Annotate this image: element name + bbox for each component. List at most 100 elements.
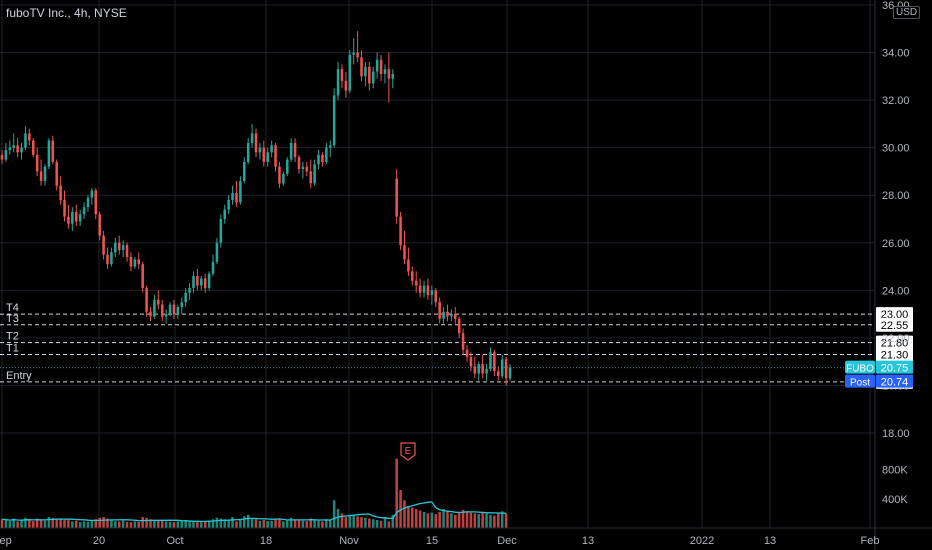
candle-body: [207, 273, 211, 288]
volume-bar: [24, 517, 27, 528]
candle-body: [176, 306, 180, 315]
volume-bar: [493, 515, 496, 528]
candle-body: [157, 299, 160, 305]
volume-bar: [55, 519, 58, 528]
price-tick-label: 28.00: [882, 190, 910, 202]
candles: [0, 31, 512, 386]
candle-body: [98, 214, 101, 236]
candle-body: [117, 242, 121, 250]
candle-body: [55, 161, 58, 186]
volume-bar: [371, 519, 375, 528]
candle-body: [352, 52, 355, 55]
volume-bar: [20, 520, 23, 528]
earnings-marker-label: E: [405, 446, 412, 457]
hline-label-t4: T4: [6, 302, 19, 314]
candle-body: [422, 285, 426, 293]
volume-bar: [446, 510, 449, 528]
volume-bar: [418, 510, 422, 528]
time-tick-label: 13: [764, 535, 776, 547]
price-tick-label: 24.00: [882, 285, 910, 297]
volume-bar: [465, 511, 469, 528]
price-tag-name: FUBO: [846, 364, 874, 375]
volume-bar: [360, 517, 363, 528]
volume-bar: [500, 511, 504, 528]
volume-bar: [344, 517, 348, 528]
hline-price-box: [876, 307, 913, 322]
volume-bar: [63, 519, 66, 528]
candle-body: [434, 290, 438, 303]
price-axis: 36.0034.0032.0030.0028.0026.0024.0022.00…: [874, 0, 910, 550]
volume-bar: [469, 512, 473, 528]
candle-body: [379, 59, 383, 74]
price-tag-value-box: [876, 374, 913, 388]
candle-body: [153, 299, 156, 317]
volume-bar: [485, 513, 488, 528]
candle-body: [430, 290, 434, 296]
candle-body: [215, 242, 219, 262]
volume-bar: [414, 509, 418, 528]
volume-bar: [4, 519, 8, 528]
volume-bar: [457, 511, 461, 528]
candle-body: [457, 318, 461, 334]
candle-body: [278, 166, 281, 184]
candle-body: [160, 304, 164, 317]
volume-bar: [188, 521, 191, 528]
volume-bar: [497, 512, 500, 528]
volume-bar: [149, 519, 152, 528]
candle-body: [137, 259, 141, 265]
candle-body: [74, 211, 78, 222]
volume-bar: [219, 518, 223, 528]
hline-label-t3: T3: [6, 313, 19, 325]
currency-button[interactable]: USD: [893, 6, 921, 19]
volume-bar: [31, 521, 35, 528]
candle-body: [172, 304, 176, 315]
volume-bar: [86, 521, 90, 528]
earnings-marker-group: E: [400, 442, 416, 461]
time-tick-label: 20: [93, 535, 105, 547]
candle-body: [125, 245, 129, 258]
candle-body: [71, 211, 74, 224]
candle-body: [364, 66, 367, 77]
volume-bar: [356, 516, 359, 528]
candle-body: [489, 352, 492, 369]
candle-body: [414, 280, 418, 286]
candle-body: [395, 178, 398, 217]
volume-bar: [336, 509, 340, 528]
volume-bar: [266, 521, 269, 528]
volume-bar: [340, 513, 344, 528]
volume-bar: [157, 520, 160, 528]
volume-bar: [285, 520, 289, 528]
volume-bar: [164, 521, 168, 528]
price-tick-label: 32.00: [882, 95, 910, 107]
candle-body: [235, 192, 238, 203]
volume-bar: [200, 522, 203, 528]
candle-body: [454, 314, 457, 319]
candle-body: [149, 311, 152, 317]
candle-body: [270, 145, 273, 153]
candle-body: [371, 71, 375, 84]
candle-body: [403, 245, 406, 260]
volume-bar: [403, 500, 406, 528]
price-tag-label-box: [845, 374, 875, 388]
candle-body: [375, 59, 379, 72]
candle-body: [192, 276, 195, 288]
volume-bar: [364, 517, 367, 528]
candle-body: [336, 69, 340, 96]
candle-body: [129, 257, 133, 267]
candle-body: [407, 259, 410, 272]
volume-bar: [332, 500, 336, 528]
earnings-marker: [400, 442, 416, 461]
price-tick-label: 34.00: [882, 48, 910, 60]
candle-body: [243, 161, 246, 181]
volume-bar: [196, 521, 199, 528]
candle-body: [28, 133, 31, 141]
volume-bar: [203, 521, 207, 528]
volume-tick-label: 400K: [882, 494, 908, 506]
volume-tick-label: 800K: [882, 465, 908, 477]
volume-bar: [426, 513, 430, 528]
candle-body: [305, 166, 309, 172]
volume-bar: [172, 522, 176, 528]
volume-bar: [47, 517, 51, 528]
volume-bar: [110, 519, 113, 528]
